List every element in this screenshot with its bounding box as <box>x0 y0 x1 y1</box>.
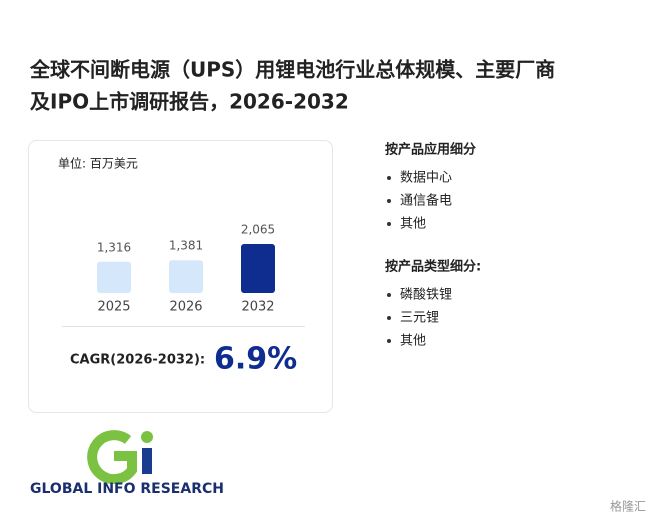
segment-item: 其他 <box>400 334 426 349</box>
cagr-value: 6.9% <box>214 342 297 377</box>
logo-dot <box>141 431 153 443</box>
segment-item: 其他 <box>400 217 426 232</box>
value-label: 2,065 <box>241 223 275 237</box>
cagr-label: CAGR(2026-2032): <box>70 353 205 368</box>
category-label: 2032 <box>241 300 274 315</box>
segment-item: 通信备电 <box>400 193 452 209</box>
segment-heading: 按产品应用细分 <box>385 142 476 158</box>
bullet <box>387 199 391 203</box>
bar <box>169 260 203 293</box>
segment-item: 数据中心 <box>400 171 452 186</box>
bullet <box>387 176 391 180</box>
logo-text: GLOBAL INFO RESEARCH <box>30 481 224 497</box>
category-label: 2026 <box>169 300 202 315</box>
segment-heading: 按产品类型细分: <box>385 259 481 275</box>
value-label: 1,316 <box>97 240 131 254</box>
bullet <box>387 293 391 297</box>
unit-label: 单位: 百万美元 <box>58 156 138 171</box>
watermark: 格隆汇 <box>610 499 646 514</box>
bar <box>97 261 131 293</box>
title-line: 全球不间断电源（UPS）用锂电池行业总体规模、主要厂商 <box>29 58 555 82</box>
title-line: 及IPO上市调研报告，2026-2032 <box>30 90 349 114</box>
bullet <box>387 222 391 226</box>
category-label: 2025 <box>97 300 130 315</box>
bullet <box>387 339 391 343</box>
segment-item: 三元锂 <box>400 311 439 326</box>
value-label: 1,381 <box>169 239 203 253</box>
bullet <box>387 316 391 320</box>
logo-i <box>142 448 152 474</box>
logo-g <box>87 430 137 485</box>
bar <box>241 244 275 293</box>
logo: GLOBAL INFO RESEARCH <box>30 430 224 497</box>
segment-item: 磷酸铁锂 <box>400 288 452 303</box>
